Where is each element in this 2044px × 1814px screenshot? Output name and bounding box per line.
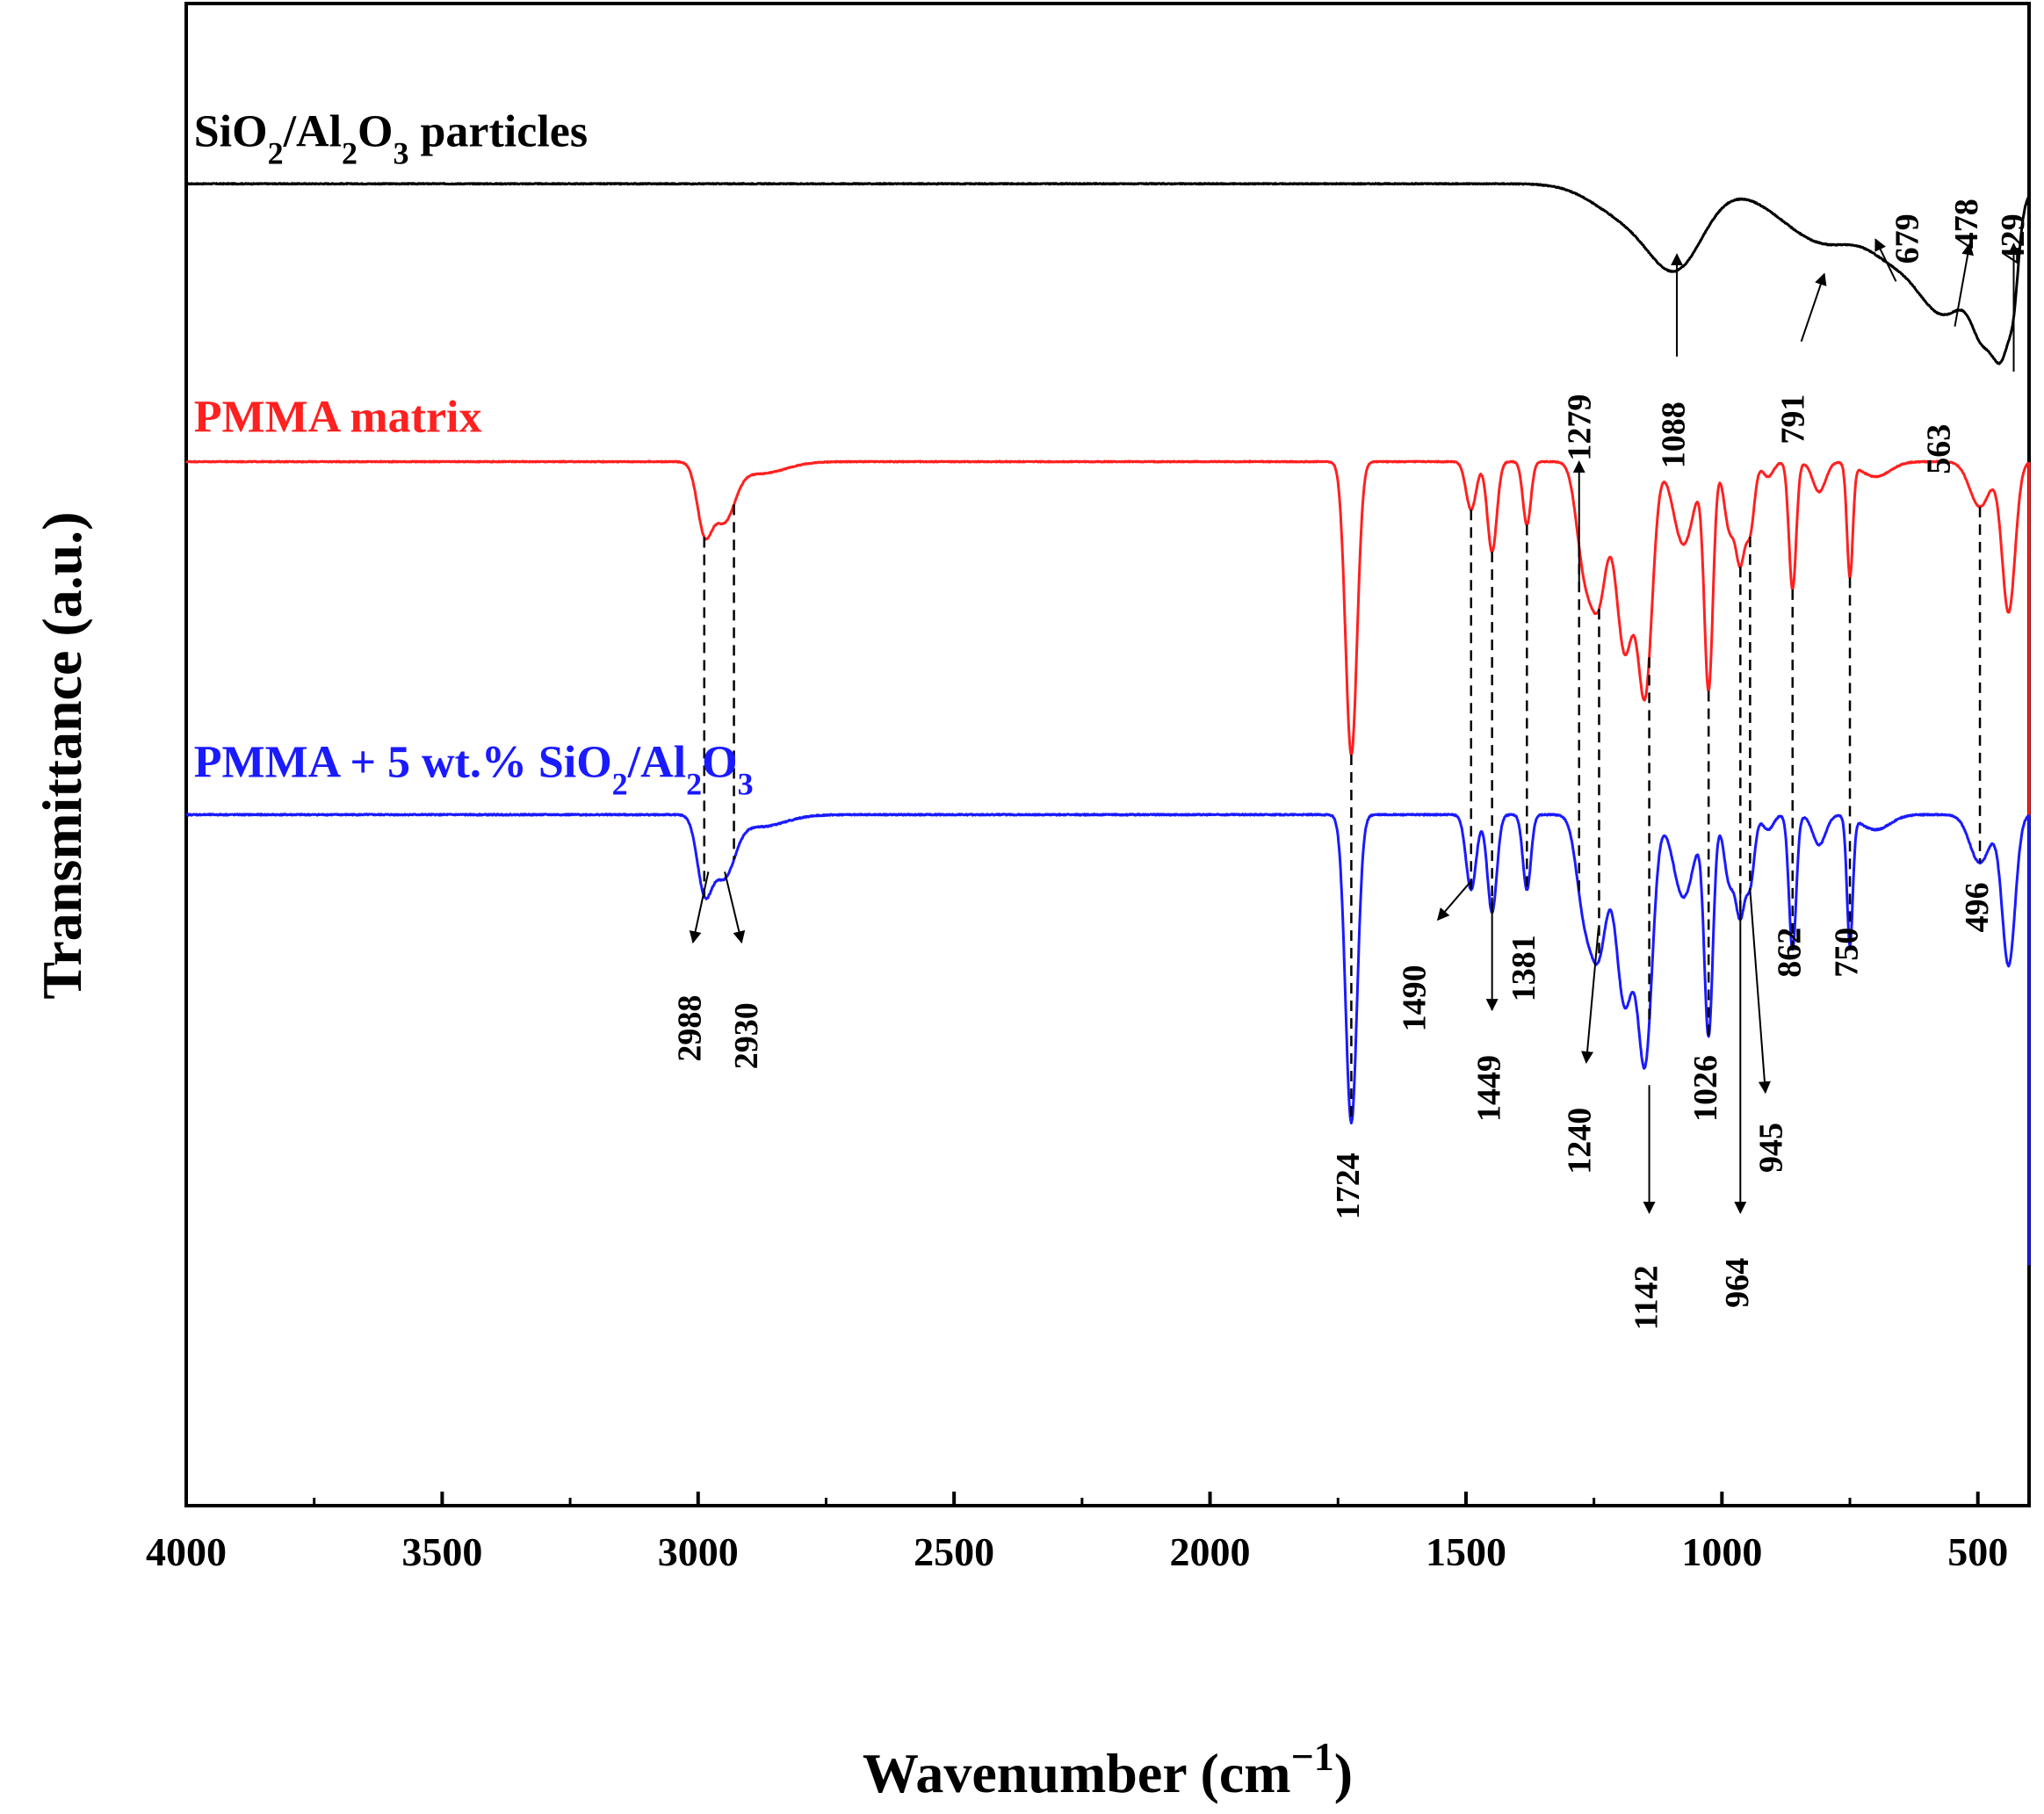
x-tick-label-500: 500 (1947, 1529, 2008, 1574)
x-axis-title-main: Wavenumber (cm (863, 1742, 1291, 1804)
peak-arrow-1240 (1581, 927, 1600, 1064)
x-axis: 4000 3500 3000 2500 2000 1500 1000 500 (146, 1492, 2008, 1574)
peak-arrow-791 (1800, 272, 1827, 343)
peak-arrow-679 (1874, 238, 1897, 282)
peak-label-2988: 2988 (672, 995, 709, 1062)
peak-label-791: 791 (1775, 394, 1812, 444)
guide-lines-group (703, 504, 1982, 1123)
x-tick-label-2000: 2000 (1170, 1529, 1251, 1574)
x-tick-label-4000: 4000 (146, 1529, 227, 1574)
x-tick-label-3500: 3500 (401, 1529, 482, 1574)
peak-label-1449: 1449 (1470, 1055, 1507, 1122)
peak-arrow-2930 (724, 871, 746, 944)
spectra-group (184, 182, 2031, 1266)
peak-label-1724: 1724 (1330, 1153, 1367, 1219)
peak-label-478: 478 (1948, 199, 1985, 249)
spectrum-line-composite (185, 813, 2031, 1266)
x-axis-title: Wavenumber (cm−1) (863, 1734, 1353, 1805)
peak-label-563: 563 (1921, 424, 1958, 474)
x-axis-title-exponent: −1 (1291, 1734, 1334, 1779)
peak-label-1490: 1490 (1396, 965, 1433, 1031)
peak-arrow-1490 (1436, 881, 1471, 921)
x-tick-label-2500: 2500 (914, 1529, 994, 1574)
x-tick-label-1500: 1500 (1426, 1529, 1506, 1574)
peak-label-1240: 1240 (1562, 1108, 1599, 1174)
peak-label-1381: 1381 (1506, 935, 1542, 1001)
series-label-sio2: SiO2/Al2O3 particles (194, 106, 588, 170)
peak-label-750: 750 (1829, 928, 1866, 978)
spectrum-line-pmma (184, 459, 2031, 913)
peak-label-679: 679 (1889, 213, 1926, 264)
peak-arrow-478 (1954, 242, 1975, 327)
spectrum-line-sio2 (185, 182, 2031, 635)
peak-label-945: 945 (1753, 1123, 1790, 1173)
y-axis-title: Transmittance (a.u.) (31, 511, 93, 999)
series-label-pmma: PMMA matrix (194, 392, 482, 442)
x-axis-title-close: ) (1334, 1742, 1353, 1804)
peak-label-964: 964 (1719, 1258, 1756, 1308)
x-tick-label-3000: 3000 (658, 1529, 739, 1574)
series-label-composite: PMMA + 5 wt.% SiO2/Al2O3 (194, 738, 754, 802)
peak-label-1279: 1279 (1562, 394, 1599, 461)
peak-label-1026: 1026 (1687, 1055, 1724, 1122)
series-labels-group: SiO2/Al2O3 particles PMMA matrix PMMA + 5 … (194, 106, 754, 801)
x-tick-label-1000: 1000 (1681, 1529, 1762, 1574)
peak-label-1142: 1142 (1628, 1265, 1665, 1330)
peak-annotations-group: 1088 791 679 478 429 563 1279 2988 2930 1490 1449 1… (672, 199, 2032, 1330)
peak-label-862: 862 (1772, 928, 1809, 978)
peak-label-2930: 2930 (728, 1002, 765, 1069)
peak-arrow-2988 (689, 871, 710, 944)
peak-arrow-945 (1749, 889, 1771, 1095)
peak-label-496: 496 (1959, 882, 1996, 932)
peak-label-1088: 1088 (1656, 401, 1693, 468)
peak-label-429: 429 (1995, 213, 2032, 264)
